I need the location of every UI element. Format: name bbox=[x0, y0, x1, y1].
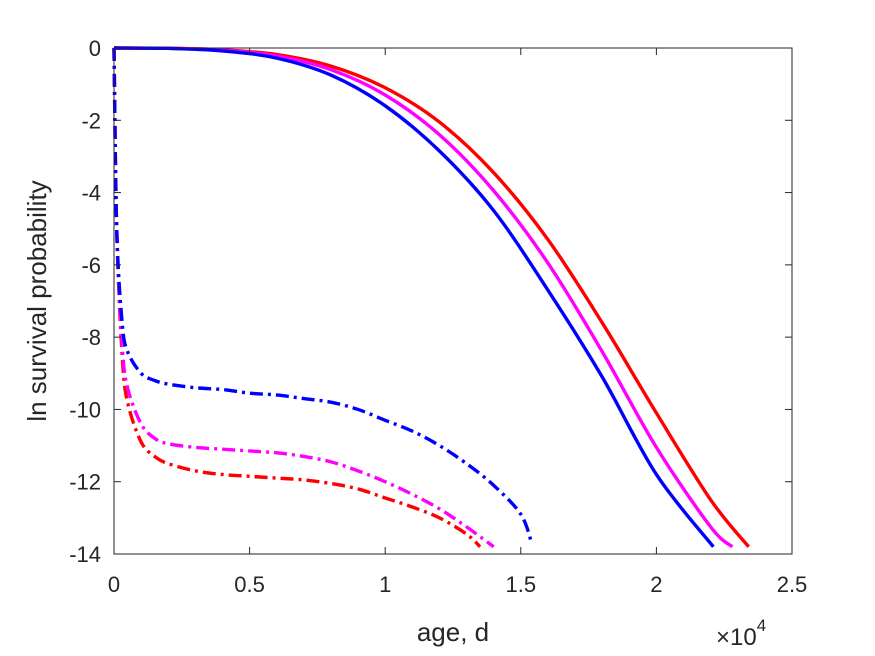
y-tick-label: -6 bbox=[81, 253, 101, 278]
plot-lines bbox=[112, 46, 750, 549]
x-tick-label: 2 bbox=[650, 572, 662, 597]
y-tick-label: -10 bbox=[69, 397, 101, 422]
y-tick-label: -4 bbox=[81, 181, 101, 206]
x-multiplier-base: ×10 bbox=[716, 624, 757, 651]
x-tick-label: 1 bbox=[379, 572, 391, 597]
blue-solid-line bbox=[113, 46, 715, 548]
y-tick-label: -12 bbox=[69, 470, 101, 495]
y-tick-label: -14 bbox=[69, 542, 101, 567]
x-tick-label: 0.5 bbox=[234, 572, 265, 597]
blue-dashdot-line bbox=[112, 47, 534, 544]
y-axis-ticks: 0 -2 -4 -6 -8 -10 -12 -14 bbox=[69, 36, 792, 567]
y-tick-label: -2 bbox=[81, 108, 101, 133]
y-axis-label: ln survival probability bbox=[22, 180, 52, 421]
x-tick-label: 2.5 bbox=[777, 572, 808, 597]
x-tick-label: 0 bbox=[108, 572, 120, 597]
x-axis-label: age, d bbox=[417, 617, 489, 647]
plot-frame bbox=[113, 47, 793, 555]
x-axis-ticks: 0 0.5 1 1.5 2 2.5 bbox=[108, 48, 807, 597]
x-axis-multiplier: ×104 bbox=[716, 616, 766, 651]
y-tick-label: 0 bbox=[89, 36, 101, 61]
y-tick-label: -8 bbox=[81, 325, 101, 350]
x-multiplier-exponent: 4 bbox=[757, 616, 766, 635]
x-tick-label: 1.5 bbox=[506, 572, 537, 597]
